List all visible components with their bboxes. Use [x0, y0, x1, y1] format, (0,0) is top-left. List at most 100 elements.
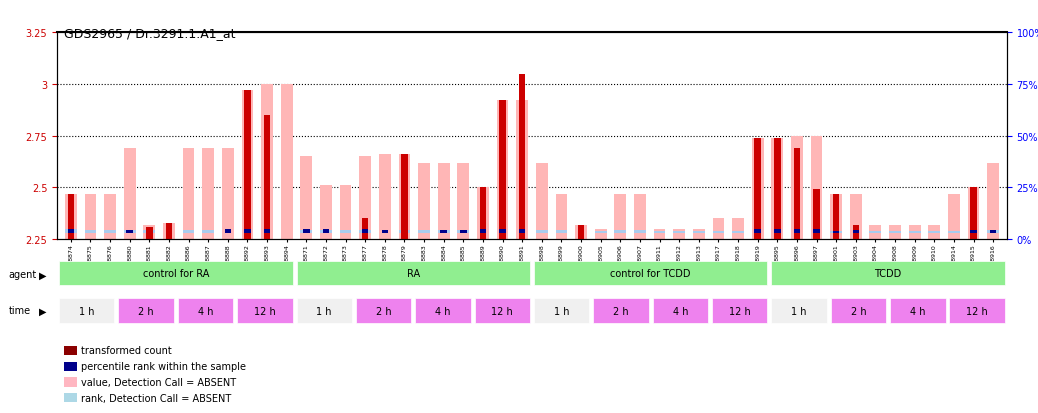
- Bar: [127, 231, 133, 233]
- Bar: [242, 91, 253, 240]
- Bar: [755, 230, 761, 233]
- Text: rank, Detection Call = ABSENT: rank, Detection Call = ABSENT: [81, 393, 231, 403]
- Bar: [382, 230, 388, 233]
- Bar: [496, 101, 509, 240]
- Text: 2 h: 2 h: [613, 306, 629, 316]
- Bar: [595, 229, 606, 240]
- Bar: [654, 229, 665, 240]
- Bar: [440, 230, 447, 233]
- FancyBboxPatch shape: [950, 299, 1005, 323]
- Bar: [614, 231, 626, 233]
- Bar: [814, 230, 820, 233]
- Bar: [300, 157, 312, 240]
- Bar: [166, 223, 172, 240]
- Text: 12 h: 12 h: [729, 306, 750, 316]
- Bar: [774, 138, 781, 240]
- Bar: [832, 231, 840, 233]
- Bar: [948, 194, 960, 240]
- FancyBboxPatch shape: [356, 299, 411, 323]
- Bar: [202, 149, 214, 240]
- Bar: [499, 101, 506, 240]
- Bar: [401, 155, 408, 240]
- Bar: [578, 225, 584, 240]
- Bar: [575, 225, 586, 240]
- Bar: [555, 230, 568, 233]
- Text: 4 h: 4 h: [435, 306, 450, 316]
- Bar: [339, 230, 352, 233]
- Bar: [516, 101, 528, 240]
- Bar: [791, 136, 802, 240]
- FancyBboxPatch shape: [771, 299, 827, 323]
- Bar: [264, 230, 270, 233]
- Bar: [281, 85, 293, 240]
- Text: TCDD: TCDD: [874, 268, 902, 279]
- Bar: [183, 149, 194, 240]
- Bar: [480, 188, 486, 240]
- Text: 1 h: 1 h: [79, 306, 94, 316]
- Text: 4 h: 4 h: [910, 306, 926, 316]
- Bar: [143, 225, 156, 240]
- Text: agent: agent: [8, 270, 36, 280]
- Text: 12 h: 12 h: [491, 306, 513, 316]
- Bar: [555, 194, 568, 240]
- FancyBboxPatch shape: [653, 299, 708, 323]
- Bar: [712, 231, 725, 233]
- Bar: [870, 225, 881, 240]
- Bar: [987, 163, 999, 240]
- Bar: [987, 231, 999, 233]
- FancyBboxPatch shape: [177, 299, 234, 323]
- Bar: [67, 194, 74, 240]
- Bar: [654, 231, 665, 233]
- Bar: [362, 230, 368, 233]
- Text: GDS2965 / Dr.3291.1.A1_at: GDS2965 / Dr.3291.1.A1_at: [64, 27, 236, 40]
- Text: 2 h: 2 h: [376, 306, 391, 316]
- Bar: [908, 225, 921, 240]
- Text: 2 h: 2 h: [138, 306, 154, 316]
- Bar: [65, 194, 77, 240]
- Bar: [438, 231, 449, 233]
- Bar: [244, 230, 250, 233]
- FancyBboxPatch shape: [534, 261, 767, 286]
- Text: ▶: ▶: [39, 270, 47, 280]
- Bar: [163, 223, 174, 240]
- Bar: [870, 231, 881, 233]
- Bar: [971, 230, 977, 233]
- Bar: [732, 219, 744, 240]
- Bar: [222, 149, 234, 240]
- Bar: [771, 138, 783, 240]
- Bar: [84, 230, 97, 233]
- Bar: [320, 231, 332, 233]
- Bar: [693, 231, 705, 233]
- Bar: [890, 225, 901, 240]
- Bar: [811, 136, 822, 240]
- FancyBboxPatch shape: [59, 299, 114, 323]
- FancyBboxPatch shape: [415, 299, 470, 323]
- Bar: [124, 231, 136, 233]
- Bar: [634, 231, 646, 233]
- Bar: [65, 230, 77, 233]
- Bar: [104, 194, 116, 240]
- Bar: [852, 225, 859, 240]
- Bar: [264, 116, 270, 240]
- FancyBboxPatch shape: [891, 299, 946, 323]
- Bar: [67, 230, 74, 233]
- Bar: [460, 230, 466, 233]
- Text: transformed count: transformed count: [81, 346, 171, 356]
- Bar: [967, 188, 980, 240]
- Bar: [303, 230, 309, 233]
- Bar: [480, 230, 486, 233]
- Text: 1 h: 1 h: [317, 306, 332, 316]
- Bar: [438, 163, 449, 240]
- FancyBboxPatch shape: [474, 299, 530, 323]
- FancyBboxPatch shape: [830, 299, 886, 323]
- Bar: [202, 231, 214, 233]
- Bar: [143, 231, 156, 233]
- Bar: [693, 229, 705, 240]
- Bar: [458, 231, 469, 233]
- FancyBboxPatch shape: [297, 299, 352, 323]
- Bar: [908, 231, 921, 233]
- Bar: [852, 230, 859, 233]
- Bar: [362, 219, 368, 240]
- Text: 4 h: 4 h: [198, 306, 213, 316]
- Bar: [379, 155, 390, 240]
